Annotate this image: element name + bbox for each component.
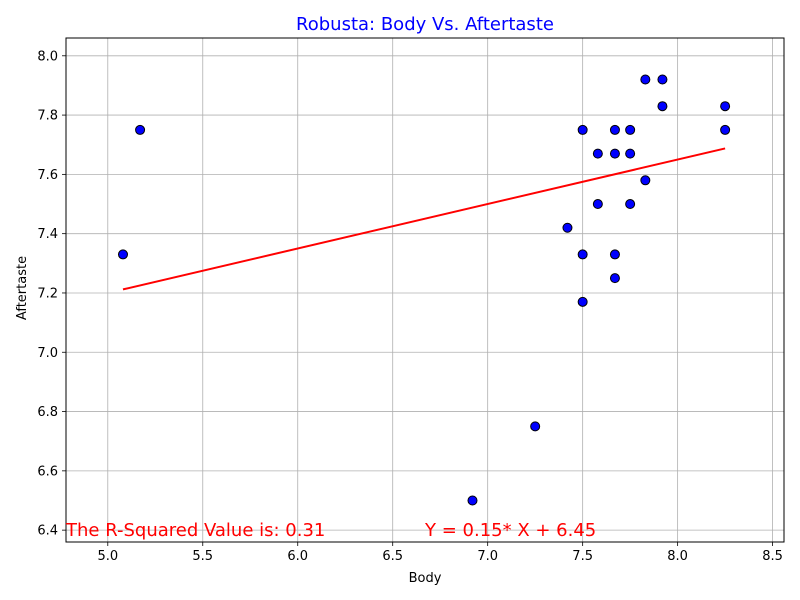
y-tick-label: 8.0: [37, 49, 58, 64]
y-tick-label: 6.6: [37, 464, 58, 479]
data-point: [657, 101, 668, 112]
data-point: [609, 249, 620, 260]
data-point: [467, 495, 478, 506]
regression-line: [122, 147, 726, 291]
data-point: [625, 199, 636, 210]
data-point: [135, 124, 146, 135]
data-point: [609, 148, 620, 159]
regression-line-group: [122, 147, 726, 291]
x-axis-label: Body: [409, 571, 442, 586]
y-tick-label: 7.2: [37, 286, 58, 301]
y-tick-label: 7.4: [37, 227, 58, 242]
data-point: [577, 296, 588, 307]
chart-title: Robusta: Body Vs. Aftertaste: [296, 14, 554, 35]
x-tick-label: 8.5: [762, 549, 783, 564]
x-ticks: 5.0 5.5 6.0 6.5 7.0 7.5 8.0 8.5: [97, 542, 783, 564]
data-point: [625, 124, 636, 135]
y-tick-label: 7.6: [37, 168, 58, 183]
data-point: [117, 249, 128, 260]
y-tick-label: 6.4: [37, 524, 58, 539]
annotation-text: The R-Squared Value is: 0.31: [65, 520, 325, 541]
data-point: [625, 148, 636, 159]
data-points: [117, 74, 731, 506]
annotation-text: Y = 0.15* X + 6.45: [424, 520, 596, 541]
grid: [66, 38, 784, 542]
data-point: [609, 124, 620, 135]
x-tick-label: 8.0: [667, 549, 688, 564]
data-point: [657, 74, 668, 85]
x-tick-label: 7.5: [572, 549, 593, 564]
x-tick-label: 6.0: [287, 549, 308, 564]
plot-frame: [65, 37, 785, 543]
y-ticks: 6.4 6.6 6.8 7.0 7.2 7.4 7.6 7.8 8.0: [37, 49, 66, 539]
x-tick-label: 5.5: [192, 549, 213, 564]
data-point: [577, 124, 588, 135]
data-point: [609, 273, 620, 284]
data-point: [530, 421, 541, 432]
data-point: [562, 222, 573, 233]
data-point: [592, 148, 603, 159]
data-point: [640, 74, 651, 85]
annotations: The R-Squared Value is: 0.31 Y = 0.15* X …: [65, 520, 596, 541]
data-point: [720, 101, 731, 112]
x-tick-label: 6.5: [382, 549, 403, 564]
y-axis-label: Aftertaste: [15, 256, 30, 320]
x-tick-label: 7.0: [477, 549, 498, 564]
y-tick-label: 7.0: [37, 346, 58, 361]
data-point: [577, 249, 588, 260]
data-point: [592, 199, 603, 210]
data-point: [640, 175, 651, 186]
x-tick-label: 5.0: [97, 549, 118, 564]
data-point: [720, 124, 731, 135]
y-tick-label: 6.8: [37, 405, 58, 420]
y-tick-label: 7.8: [37, 109, 58, 124]
